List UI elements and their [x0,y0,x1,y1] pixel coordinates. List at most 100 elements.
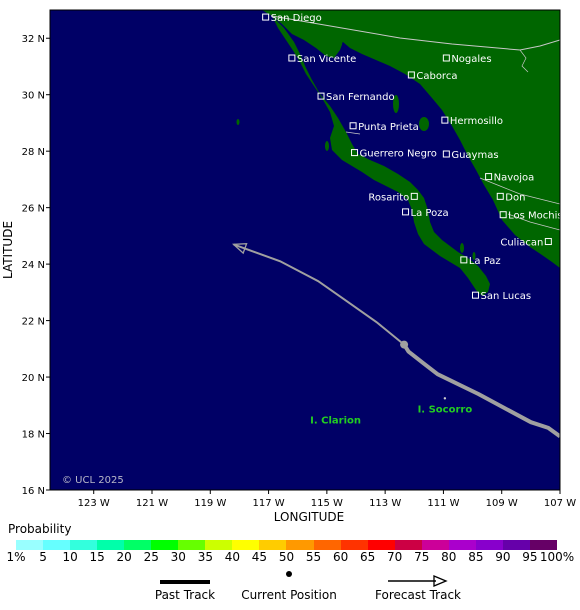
baja-peninsula [272,16,490,296]
city-marker: Los Mochis [499,211,562,222]
probability-label: 1% [6,550,26,564]
city-square-icon [262,13,270,21]
copyright-text: © UCL 2025 [62,475,124,486]
probability-label: 65 [360,550,376,564]
city-marker: Guaymas [442,150,499,161]
past-track-swatch [160,580,210,584]
lon-tick-label: 115 W [311,498,343,509]
probability-swatch [502,540,530,550]
city-square-icon [442,54,450,62]
plot-frame [49,9,561,491]
city-marker: Culiacan [500,238,552,249]
lat-tick-label: 28 N [22,147,45,158]
city-marker: San Vicente [288,54,356,65]
city-label: San Fernando [326,92,395,103]
city-square-icon [349,122,357,130]
isla-tiburon [419,117,429,131]
storm-track-map: San Diego San Vicente Nogales Caborca San Fe… [1,9,576,522]
city-square-icon [402,208,410,216]
probability-label: 60 [332,550,349,564]
probability-label: 15 [89,550,105,564]
latitude-tick-labels: 32 N 30 N 28 N 26 N 24 N 22 N 20 N 18 N 16 N [22,34,50,497]
city-square-icon [441,116,449,124]
city-marker: Guerrero Negro [351,149,437,160]
probability-swatch [529,540,557,550]
probability-swatch [259,540,287,550]
longitude-tick-labels: 123 W 121 W 119 W 117 W 115 W 113 W 111 W 109 W… [78,490,576,509]
city-label: Punta Prieta [358,122,419,133]
probability-label: 45 [251,550,268,564]
city-square-icon [499,211,507,219]
city-square-icon [351,149,359,157]
city-marker: Rosarito [368,192,418,203]
current-position-marker [400,340,409,349]
lat-tick-label: 20 N [22,373,45,384]
probability-swatch [178,540,206,550]
probability-label: 75 [414,550,430,564]
city-label: Hermosillo [450,116,503,127]
city-label: San Lucas [480,291,531,302]
city-marker: Hermosillo [441,116,503,127]
probability-label: 50 [278,550,295,564]
probability-label: 80 [441,550,457,564]
city-marker: Punta Prieta [349,122,419,133]
isla-cedros [325,141,329,151]
forecast-arrow-icon [388,575,448,587]
city-label: Guerrero Negro [360,149,437,160]
probability-swatch [16,540,44,550]
city-label: Los Mochis [508,211,562,222]
y-axis-title: LATITUDE [1,221,15,279]
mainland-landmass [262,10,560,268]
city-marker: Navojoa [485,173,534,184]
probability-swatch [70,540,98,550]
city-label: Don [505,192,525,203]
probability-swatch [394,540,422,550]
probability-swatch [205,540,233,550]
city-square-icon [407,71,415,79]
probability-label: 95 [522,550,538,564]
city-label: La Paz [469,256,501,267]
probability-swatch [475,540,503,550]
forecast-track-line [233,243,405,346]
probability-label: 55 [305,550,322,564]
city-square-icon [460,256,468,264]
probability-swatch [43,540,71,550]
probability-label: 70 [387,550,403,564]
lon-tick-label: 121 W [136,498,168,509]
city-label: Culiacan [500,238,543,249]
city-square-icon [471,291,479,299]
island-label: I. Clarion [310,416,361,427]
city-label: Caborca [416,71,457,82]
city-label: Nogales [451,54,491,65]
probability-swatch [124,540,152,550]
city-marker: Caborca [407,71,457,82]
probability-swatch [448,540,476,550]
legend-forecast-track: Forecast Track [338,566,498,610]
city-square-icon [496,192,504,200]
lon-tick-label: 123 W [78,498,110,509]
x-axis-title: LONGITUDE [274,510,344,522]
legend-current-position: Current Position [209,566,369,610]
city-marker: San Diego [262,13,322,24]
city-square-icon [317,92,325,100]
probability-label: 30 [170,550,186,564]
past-track-label: Past Track [154,588,216,602]
lon-tick-label: 109 W [486,498,518,509]
lat-tick-label: 16 N [22,486,45,497]
city-square-icon [410,192,418,200]
probability-label: 25 [143,550,159,564]
lon-tick-label: 117 W [252,498,284,509]
probability-scale-labels: 1% 5 10 15 20 25 30 35 40 45 50 55 60 65 70 75 80 85 90 95 1… [0,550,580,566]
lon-tick-label: 119 W [194,498,226,509]
probability-label: 20 [116,550,132,564]
probability-label: 40 [224,550,241,564]
probability-title: Probability [8,522,72,536]
city-square-icon [288,54,296,62]
probability-swatch [421,540,449,550]
isla-san-jose [460,243,464,253]
legend-past-track: Past Track [105,566,265,610]
probability-swatch [232,540,260,550]
lat-tick-label: 30 N [22,91,45,102]
probability-swatch [340,540,368,550]
city-square-icon [442,150,450,158]
